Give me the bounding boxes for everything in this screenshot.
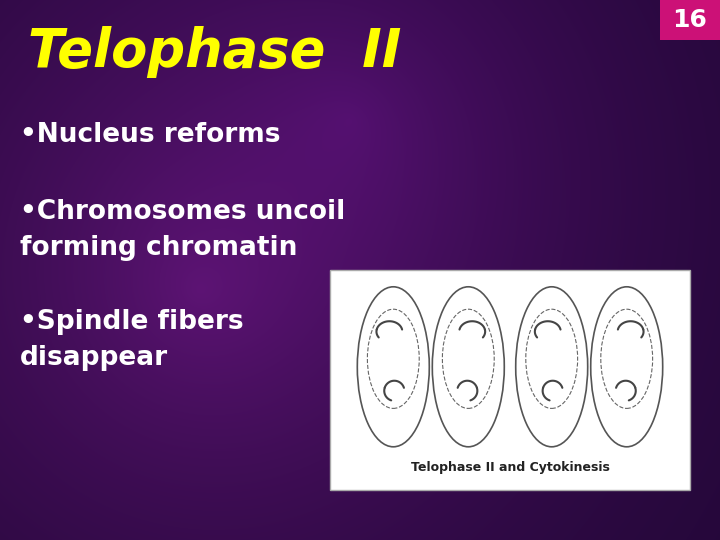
- Text: •Nucleus reforms: •Nucleus reforms: [20, 122, 281, 148]
- Text: 16: 16: [672, 8, 708, 32]
- Text: Telophase II and Cytokinesis: Telophase II and Cytokinesis: [410, 462, 609, 475]
- Text: •Chromosomes uncoil
forming chromatin: •Chromosomes uncoil forming chromatin: [20, 199, 346, 261]
- Text: Telophase  II: Telophase II: [28, 26, 401, 78]
- Bar: [330, 270, 690, 490]
- Ellipse shape: [590, 287, 662, 447]
- Ellipse shape: [357, 287, 429, 447]
- Ellipse shape: [516, 287, 588, 447]
- Text: •Spindle fibers
disappear: •Spindle fibers disappear: [20, 309, 243, 371]
- Bar: [660, 0, 720, 40]
- Ellipse shape: [432, 287, 504, 447]
